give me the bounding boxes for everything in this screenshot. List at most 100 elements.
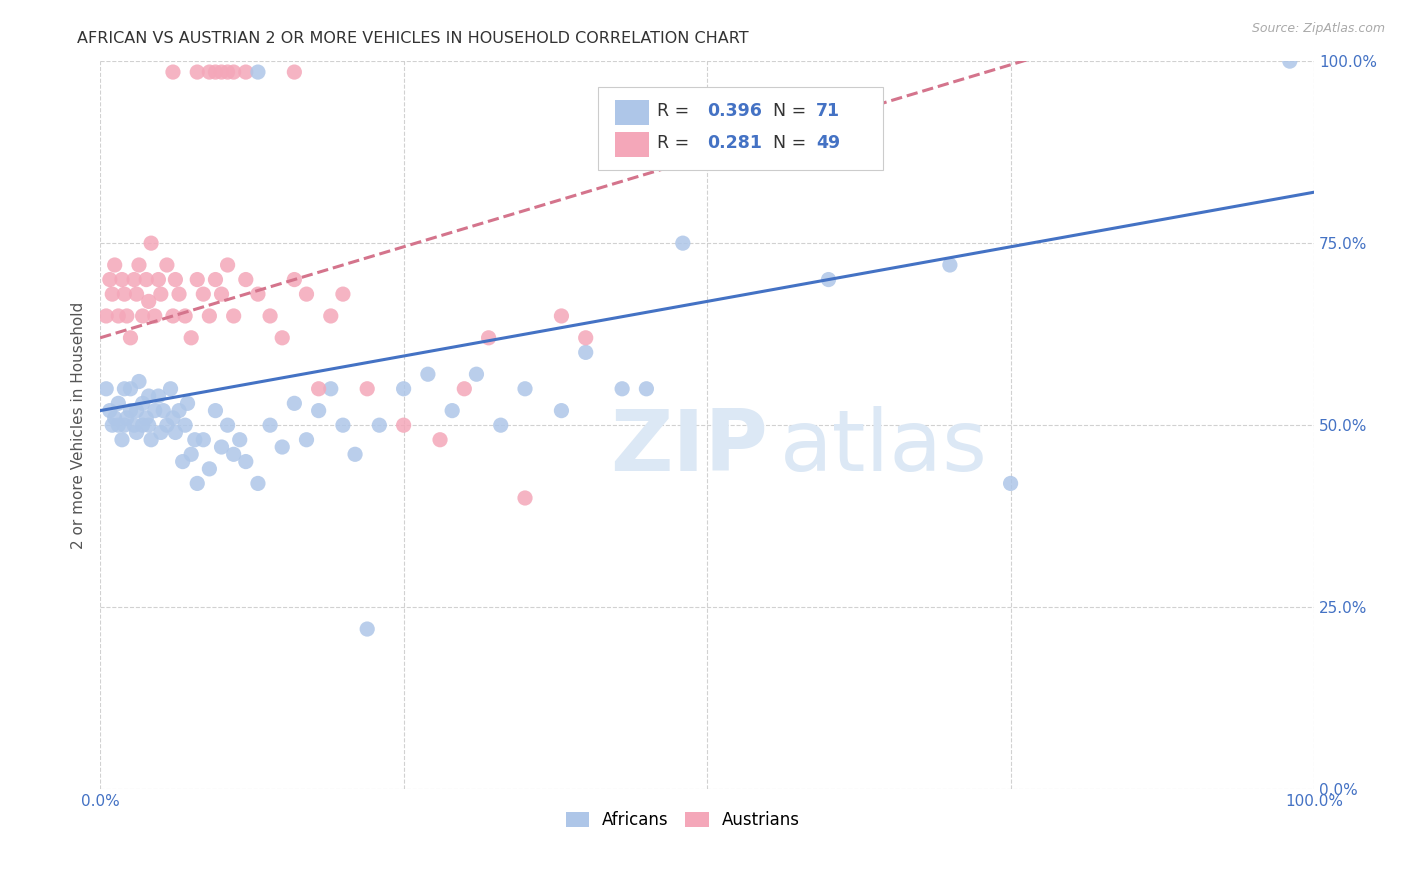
- Point: [575, 331, 598, 345]
- Point: [1000, 476, 1022, 491]
- Point: [356, 622, 378, 636]
- Point: [204, 65, 226, 79]
- Point: [180, 331, 202, 345]
- Point: [441, 403, 464, 417]
- Point: [107, 396, 129, 410]
- FancyBboxPatch shape: [614, 132, 648, 157]
- Text: 71: 71: [817, 103, 841, 120]
- Point: [143, 309, 166, 323]
- Point: [186, 476, 208, 491]
- Point: [167, 403, 190, 417]
- Text: R =: R =: [658, 135, 695, 153]
- Point: [392, 382, 415, 396]
- Point: [429, 433, 451, 447]
- FancyBboxPatch shape: [614, 100, 648, 125]
- Point: [229, 433, 252, 447]
- Point: [308, 403, 330, 417]
- Point: [222, 309, 245, 323]
- Point: [115, 309, 138, 323]
- Point: [112, 418, 135, 433]
- Point: [211, 65, 233, 79]
- Point: [246, 287, 269, 301]
- Point: [610, 382, 633, 396]
- Point: [222, 447, 245, 461]
- Point: [138, 389, 160, 403]
- Point: [186, 272, 208, 286]
- Point: [156, 258, 179, 272]
- Point: [217, 65, 239, 79]
- Point: [172, 454, 194, 468]
- Point: [131, 396, 153, 410]
- Point: [162, 65, 184, 79]
- Text: R =: R =: [658, 103, 695, 120]
- Point: [139, 433, 162, 447]
- Point: [122, 272, 145, 286]
- Point: [174, 418, 197, 433]
- Text: N =: N =: [762, 103, 811, 120]
- Point: [332, 287, 354, 301]
- Point: [235, 454, 257, 468]
- Point: [465, 368, 488, 382]
- Point: [107, 418, 129, 433]
- Point: [125, 287, 148, 301]
- Point: [308, 382, 330, 396]
- Point: [148, 389, 170, 403]
- Point: [198, 462, 221, 476]
- Point: [235, 65, 257, 79]
- Point: [817, 272, 839, 286]
- Point: [319, 309, 342, 323]
- Text: ZIP: ZIP: [610, 406, 768, 489]
- Point: [162, 309, 184, 323]
- Point: [186, 65, 208, 79]
- Text: Source: ZipAtlas.com: Source: ZipAtlas.com: [1251, 22, 1385, 36]
- Point: [211, 287, 233, 301]
- Point: [636, 382, 658, 396]
- Point: [180, 447, 202, 461]
- Point: [149, 287, 172, 301]
- Point: [416, 368, 439, 382]
- Point: [283, 396, 305, 410]
- Point: [131, 309, 153, 323]
- Point: [165, 272, 187, 286]
- Point: [120, 403, 142, 417]
- Point: [131, 418, 153, 433]
- Point: [259, 418, 281, 433]
- Point: [295, 287, 318, 301]
- Point: [211, 440, 233, 454]
- Point: [283, 65, 305, 79]
- Point: [135, 410, 157, 425]
- Point: [125, 425, 148, 440]
- Point: [138, 418, 160, 433]
- Y-axis label: 2 or more Vehicles in Household: 2 or more Vehicles in Household: [72, 301, 86, 549]
- Point: [138, 294, 160, 309]
- Point: [513, 491, 536, 505]
- Point: [152, 403, 174, 417]
- Legend: Africans, Austrians: Africans, Austrians: [558, 805, 807, 836]
- Point: [295, 433, 318, 447]
- Point: [159, 382, 181, 396]
- Point: [193, 433, 215, 447]
- Point: [149, 425, 172, 440]
- Point: [319, 382, 342, 396]
- Point: [1278, 54, 1301, 69]
- Point: [204, 272, 226, 286]
- Text: N =: N =: [762, 135, 811, 153]
- Point: [143, 403, 166, 417]
- Point: [156, 418, 179, 433]
- Point: [235, 272, 257, 286]
- Point: [193, 287, 215, 301]
- Point: [125, 403, 148, 417]
- Point: [550, 309, 572, 323]
- Point: [271, 440, 294, 454]
- Point: [513, 382, 536, 396]
- Point: [96, 309, 118, 323]
- Text: 0.396: 0.396: [707, 103, 762, 120]
- Point: [167, 287, 190, 301]
- Point: [217, 418, 239, 433]
- Point: [332, 418, 354, 433]
- Point: [120, 382, 142, 396]
- Point: [246, 476, 269, 491]
- Point: [356, 382, 378, 396]
- Point: [98, 272, 121, 286]
- Text: AFRICAN VS AUSTRIAN 2 OR MORE VEHICLES IN HOUSEHOLD CORRELATION CHART: AFRICAN VS AUSTRIAN 2 OR MORE VEHICLES I…: [77, 31, 749, 46]
